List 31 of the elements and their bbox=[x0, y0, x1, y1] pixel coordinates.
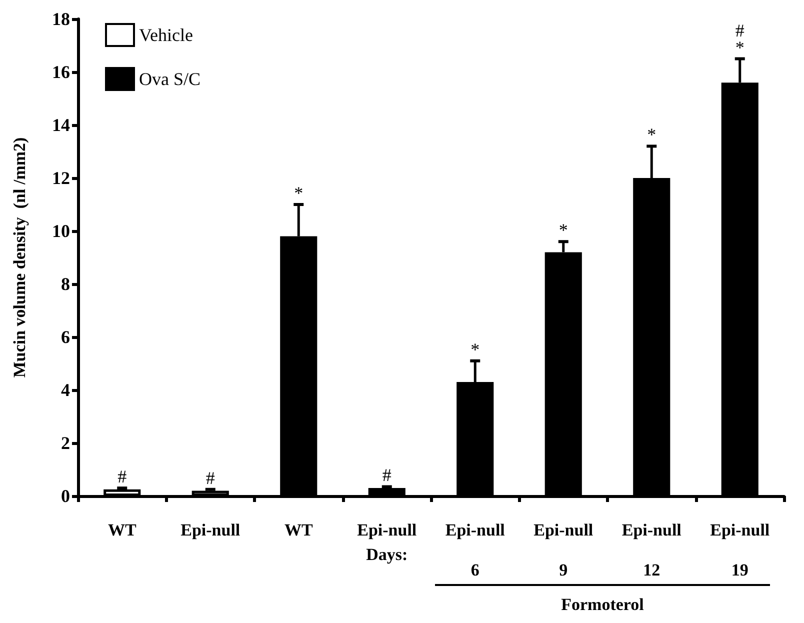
y-tick-label: 2 bbox=[61, 433, 70, 453]
data-label: * bbox=[558, 220, 568, 240]
data-label: * bbox=[294, 183, 304, 203]
data-label: # bbox=[206, 468, 215, 488]
legend-label: Vehicle bbox=[139, 25, 193, 45]
category-label: Epi-null 6 bbox=[445, 520, 505, 580]
data-label: # bbox=[382, 465, 392, 486]
x-tick-label: Epi-null bbox=[357, 520, 417, 540]
y-tick-label: 18 bbox=[52, 9, 70, 29]
category-label: Epi-null 19 bbox=[710, 520, 770, 580]
x-tick-label: WT bbox=[108, 520, 137, 540]
y-tick-label: 14 bbox=[52, 115, 70, 135]
category-label: Epi-null 12 bbox=[622, 520, 682, 580]
text: Days: bbox=[366, 545, 408, 565]
y-axis-title: Mucin volume density (nl /mm2) bbox=[10, 137, 29, 378]
x-tick-label: Epi-null bbox=[180, 520, 240, 540]
y-tick-label: 12 bbox=[52, 168, 70, 188]
y-tick-label: 0 bbox=[61, 486, 70, 506]
data-label: * bbox=[647, 124, 656, 145]
x-tick-label: WT bbox=[284, 520, 314, 540]
y-tick-label: 8 bbox=[61, 274, 70, 294]
text: Formoterol bbox=[561, 595, 644, 615]
category-label: Epi-null 9 bbox=[534, 520, 594, 580]
y-tick-label: 10 bbox=[52, 221, 70, 241]
y-tick-label: 4 bbox=[61, 380, 70, 400]
y-tick-label: 6 bbox=[61, 327, 70, 347]
data-label: # * bbox=[735, 20, 744, 58]
legend-label: Ova S/C bbox=[139, 69, 201, 89]
data-label: # bbox=[118, 466, 127, 487]
y-tick-label: 16 bbox=[52, 62, 70, 82]
data-label: * bbox=[470, 339, 480, 360]
